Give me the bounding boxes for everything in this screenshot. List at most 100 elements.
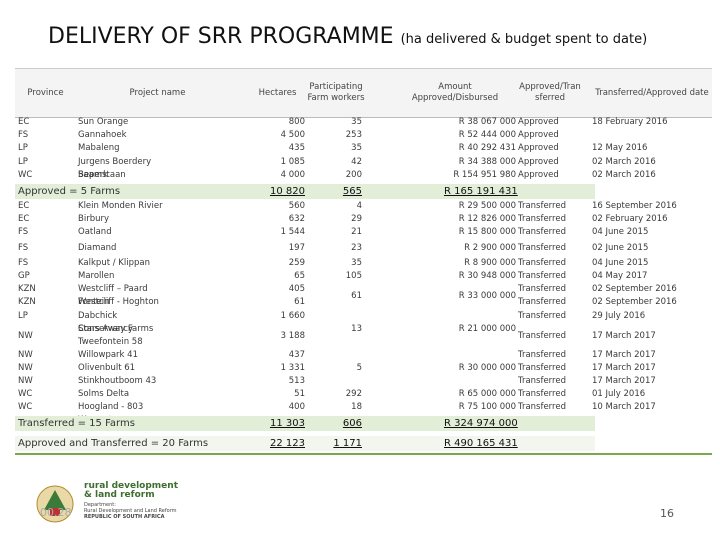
header-cell: Hectares bbox=[258, 88, 297, 98]
date-cell: 17 March 2017 bbox=[592, 330, 656, 341]
status-cell: Transferred bbox=[518, 402, 566, 412]
project-cell: Jurgens Boerdery Beperk bbox=[78, 157, 152, 180]
amount-cell: R 30 948 000 bbox=[458, 271, 516, 281]
project-cell: Westcliff - Hoghton bbox=[78, 297, 159, 307]
status-cell: Transferred bbox=[518, 243, 566, 253]
project-cell: Olivenbult 61 bbox=[78, 363, 136, 373]
province-cell: FS bbox=[18, 130, 29, 140]
amount-cell: R 65 000 000 bbox=[458, 389, 516, 399]
project-cell: Solms Delta bbox=[78, 389, 130, 399]
project-cell: Stinkhoutboom 43 bbox=[78, 376, 157, 386]
amount-cell: R 33 000 000 bbox=[458, 290, 516, 301]
hectares-cell: 51 bbox=[294, 389, 305, 399]
header-cell: Approved/Transferred bbox=[519, 82, 581, 103]
amount-cell: R 38 067 000 bbox=[458, 117, 516, 127]
status-cell: Transferred bbox=[518, 363, 566, 373]
province-cell: FS bbox=[18, 258, 29, 268]
workers-cell: 61 bbox=[351, 290, 362, 301]
department: Department: Rural Development and Land R… bbox=[84, 502, 177, 520]
province-cell: GP bbox=[18, 271, 30, 281]
hectares-cell: 437 bbox=[288, 350, 305, 360]
total-row bbox=[15, 416, 595, 431]
total-hectares: 11 303 bbox=[270, 418, 305, 429]
project-cell: Kalkput / Klippan bbox=[78, 258, 150, 268]
total-hectares: 10 820 bbox=[270, 186, 305, 197]
project-cell: Westcliff – Paard Fontein bbox=[78, 284, 148, 307]
status-cell: Approved bbox=[518, 143, 559, 153]
project-cell: Mabaleng bbox=[78, 143, 120, 153]
status-cell: Transferred bbox=[518, 214, 566, 224]
project-cell: Diamand bbox=[78, 243, 117, 253]
time: 00.28 bbox=[40, 506, 72, 519]
province-cell: LP bbox=[18, 157, 28, 167]
province-cell: WC bbox=[18, 402, 33, 412]
date-cell: 04 June 2015 bbox=[592, 227, 649, 237]
date-cell: 02 February 2016 bbox=[592, 214, 668, 224]
total-workers: 606 bbox=[342, 418, 362, 429]
grand-total-row bbox=[15, 436, 595, 451]
status-cell: Transferred bbox=[518, 311, 566, 321]
project-cell: Klein Monden Rivier bbox=[78, 201, 163, 211]
total-label: Transferred = 15 Farms bbox=[18, 418, 135, 429]
hectares-cell: 405 bbox=[288, 284, 305, 294]
country: REPUBLIC OF SOUTH AFRICA bbox=[84, 514, 165, 520]
total-amount: R 165 191 431 bbox=[444, 186, 518, 197]
header-cell: Transferred/Approved date bbox=[595, 88, 709, 98]
hectares-cell: 4 000 bbox=[280, 170, 305, 180]
date-cell: 04 June 2015 bbox=[592, 258, 649, 268]
workers-cell: 35 bbox=[351, 117, 362, 127]
header-cell: Project name bbox=[129, 88, 186, 98]
status-cell: Approved bbox=[518, 117, 559, 127]
department-line: Department: bbox=[84, 502, 116, 508]
page-number: 16 bbox=[660, 507, 674, 520]
subtitle: (ha delivered & budget spent to date) bbox=[400, 32, 648, 47]
workers-cell: 35 bbox=[351, 258, 362, 268]
status-cell: Transferred bbox=[518, 271, 566, 281]
amount-cell: R 154 951 980 bbox=[453, 170, 516, 180]
province-cell: LP bbox=[18, 143, 28, 153]
project-cell: Stars Away Farms Tweefontein 58 bbox=[78, 324, 154, 347]
title: DELIVERY OF SRR PROGRAMME bbox=[48, 24, 394, 49]
status-cell: Transferred bbox=[518, 201, 566, 211]
status-cell: Transferred bbox=[518, 258, 566, 268]
project-cell: Gannahoek bbox=[78, 130, 127, 140]
logo-line: & land reform bbox=[84, 490, 155, 500]
amount-cell: R 21 000 000 bbox=[458, 324, 516, 334]
date-cell: 18 February 2016 bbox=[592, 117, 668, 127]
total-amount: R 324 974 000 bbox=[444, 418, 518, 429]
date-cell: 01 July 2016 bbox=[592, 389, 646, 399]
total-row bbox=[15, 184, 595, 199]
amount-cell: R 15 800 000 bbox=[458, 227, 516, 237]
province-cell: EC bbox=[18, 214, 30, 224]
province-cell: EC bbox=[18, 117, 30, 127]
workers-cell: 292 bbox=[345, 389, 362, 399]
total-label: Approved = 5 Farms bbox=[18, 186, 121, 197]
header-row bbox=[15, 68, 712, 118]
hectares-cell: 400 bbox=[288, 402, 305, 412]
hectares-cell: 1 660 bbox=[280, 311, 305, 321]
status-cell: Approved bbox=[518, 157, 559, 167]
hectares-cell: 800 bbox=[288, 117, 305, 127]
province-cell: WC bbox=[18, 170, 33, 180]
project-cell: Birbury bbox=[78, 214, 109, 224]
status-cell: Transferred bbox=[518, 389, 566, 399]
hectares-cell: 1 544 bbox=[280, 227, 305, 237]
date-cell: 17 March 2017 bbox=[592, 376, 656, 386]
workers-cell: 105 bbox=[345, 271, 362, 281]
project-cell: Sun Orange bbox=[78, 117, 129, 127]
hectares-cell: 1 085 bbox=[280, 157, 305, 167]
hectares-cell: 4 500 bbox=[280, 130, 305, 140]
workers-cell: 4 bbox=[356, 201, 362, 211]
province-cell: KZN bbox=[18, 284, 36, 294]
logo-line: rural development bbox=[84, 481, 178, 491]
date-cell: 02 September 2016 bbox=[592, 284, 677, 294]
status-cell: Approved bbox=[518, 170, 559, 180]
amount-cell: R 34 388 000 bbox=[458, 157, 516, 167]
amount-cell: R 52 444 000 bbox=[458, 130, 516, 140]
workers-cell: 42 bbox=[351, 157, 362, 167]
date-cell: 17 March 2017 bbox=[592, 363, 656, 373]
date-cell: 12 May 2016 bbox=[592, 143, 648, 153]
hectares-cell: 632 bbox=[288, 214, 305, 224]
hectares-cell: 560 bbox=[288, 201, 305, 211]
